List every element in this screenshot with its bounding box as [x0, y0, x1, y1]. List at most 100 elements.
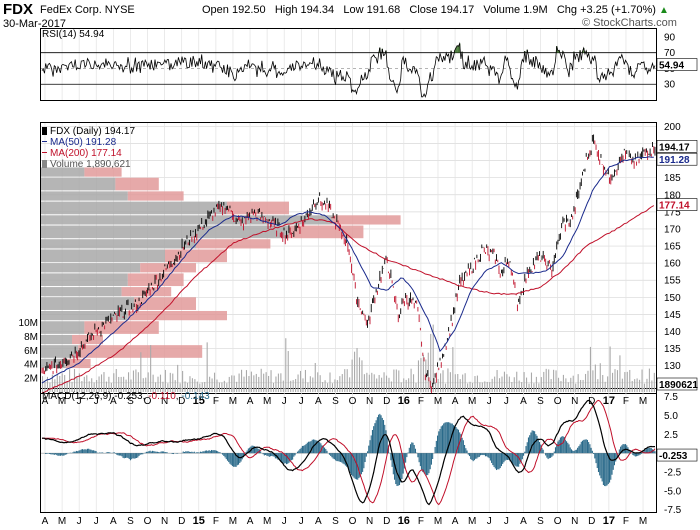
volume-bar [339, 376, 341, 392]
volume-bar [641, 369, 643, 392]
volume-by-price [41, 167, 401, 369]
volume-bar [607, 376, 609, 392]
volume-bar [268, 375, 270, 392]
volume-bar [61, 373, 63, 392]
volume-bar [199, 383, 201, 392]
volume-bar [567, 382, 569, 392]
price-panel-frame [40, 122, 657, 394]
rsi-axis-tick: 90 [664, 32, 676, 43]
x-axis-label-price: A [110, 396, 117, 407]
volume-bar [336, 380, 338, 392]
volume-bar [78, 373, 80, 392]
volume-bar [127, 372, 130, 392]
volume-bar [508, 376, 510, 392]
volume-bar [265, 372, 267, 392]
volume-bar [366, 372, 368, 392]
x-axis-label-price: J [77, 396, 82, 407]
vbp-down-bar [41, 297, 134, 310]
ticker-symbol: FDX [3, 1, 33, 18]
volume-bar [373, 374, 375, 392]
brand-watermark[interactable]: © StockCharts.com [582, 17, 677, 29]
volume-bar [494, 376, 496, 392]
volume-last-tag: 1890621 [659, 380, 698, 391]
macd-legend-name: MACD(12,26,9) [42, 391, 112, 402]
volume-bar [123, 376, 125, 392]
volume-value: 1.9M [523, 4, 548, 16]
macd-panel-frame [40, 388, 657, 513]
volume-bar [442, 370, 444, 392]
volume-bar [206, 342, 208, 392]
x-axis-label-macd: J [94, 516, 99, 527]
x-axis-label-price: J [94, 396, 99, 407]
volume-bar [157, 376, 159, 392]
volume-bar [73, 369, 76, 392]
volume-bar [105, 381, 107, 392]
volume-bar [648, 368, 650, 392]
volume-bar [334, 379, 336, 392]
volume-bar [538, 383, 540, 392]
vbp-down-bar [41, 249, 165, 263]
vbp-down-bar [41, 215, 333, 225]
macd-axis-tick: 7.5 [664, 392, 678, 403]
x-axis-label-macd: A [520, 516, 527, 527]
vbp-down-bar [41, 345, 79, 358]
vbp-up-bar [127, 273, 184, 287]
price-axis-tick: 175 [664, 207, 681, 218]
macd-legend-value: -0.253 [114, 391, 143, 402]
volume-bar [612, 372, 614, 392]
volume-bar [218, 382, 220, 392]
volume-bar [484, 381, 486, 392]
volume-bar [562, 374, 564, 392]
price-legend-text: FDX (Daily) 194.17 [50, 126, 136, 137]
volume-bar [626, 371, 628, 392]
volume-bar [164, 369, 166, 392]
volume-bar [98, 376, 100, 392]
x-axis-label-price: M [58, 396, 66, 407]
macd-last-tag-bg [656, 448, 698, 462]
volume-bar [570, 377, 572, 392]
volume-bar [108, 376, 110, 392]
close-last-tag: 194.17 [659, 142, 690, 153]
volume-axis-tick: 4M [24, 360, 38, 371]
volume-bar [248, 376, 250, 392]
volume-bar [584, 373, 587, 392]
ma50-legend-text: MA(50) 191.28 [50, 137, 117, 148]
x-axis-label-price: F [623, 396, 629, 407]
volume-bar [299, 370, 302, 392]
ma200-last-tag: 177.14 [659, 201, 690, 212]
volume-bar [152, 374, 154, 392]
volume-bar [452, 347, 454, 392]
volume-bar [228, 376, 230, 392]
x-axis-label-price: D [178, 396, 185, 407]
volume-bar [474, 376, 476, 392]
volume-bar [211, 378, 213, 392]
volume-bar [243, 376, 245, 392]
volume-bar [346, 369, 348, 392]
x-axis-label-macd: D [383, 516, 390, 527]
volume-bar [277, 373, 279, 392]
x-axis-label-macd: 15 [193, 515, 205, 527]
volume-bar [194, 379, 196, 392]
volume-bar [376, 378, 378, 392]
volume-legend: Volume 1,890,621 [42, 159, 131, 170]
volume-bar [314, 362, 316, 392]
volume-bar [589, 346, 591, 392]
volume-bar [290, 380, 292, 392]
volume-bar [437, 378, 439, 392]
volume-bar [361, 360, 363, 392]
volume-bar [226, 383, 228, 392]
volume-bar [309, 376, 311, 392]
macd-line [42, 399, 655, 506]
volume-bar [587, 370, 589, 392]
price-legend-key [42, 127, 47, 135]
x-axis-label-macd: A [247, 516, 254, 527]
volume-bar [410, 368, 412, 392]
x-axis-label-macd: F [418, 516, 424, 527]
vbp-up-bar [134, 297, 196, 310]
volume-bar [393, 369, 395, 392]
volume-bar [120, 376, 122, 392]
volume-bar [88, 381, 90, 392]
price-axis-tick: 200 [664, 122, 681, 133]
volume-bar [349, 377, 351, 392]
open-value: 192.50 [231, 4, 266, 16]
